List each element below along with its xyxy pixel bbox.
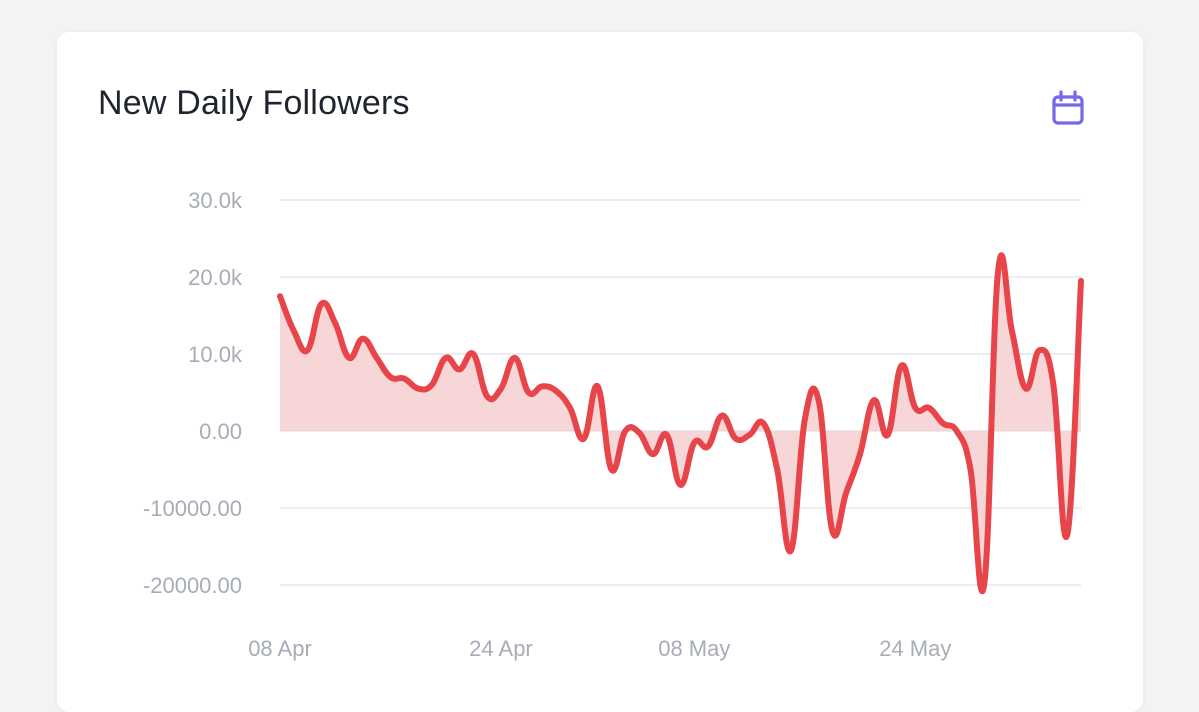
followers-chart: 30.0k 20.0k 10.0k 0.00 -10000.00 -20000.00 08… xyxy=(143,188,1084,661)
data-point xyxy=(595,383,601,389)
data-point xyxy=(774,467,780,473)
x-tick-label: 24 Apr xyxy=(469,636,533,661)
data-point xyxy=(346,355,352,361)
x-tick-label: 08 May xyxy=(658,636,730,661)
data-point xyxy=(332,320,338,326)
x-tick-label: 08 Apr xyxy=(248,636,312,661)
data-point xyxy=(1064,532,1070,538)
data-point xyxy=(1023,386,1029,392)
data-point xyxy=(871,397,877,403)
data-point xyxy=(788,547,794,553)
data-point xyxy=(733,436,739,442)
x-tick-label: 24 May xyxy=(879,636,951,661)
data-point xyxy=(1037,347,1043,353)
data-point xyxy=(360,336,366,342)
data-point xyxy=(457,366,463,372)
data-point xyxy=(843,490,849,496)
data-point xyxy=(912,405,918,411)
data-point xyxy=(1009,328,1015,334)
data-point xyxy=(760,420,766,426)
data-point xyxy=(443,355,449,361)
data-point xyxy=(802,416,808,422)
data-point xyxy=(622,428,628,434)
data-point xyxy=(581,436,587,442)
data-point xyxy=(898,363,904,369)
data-point xyxy=(567,405,573,411)
data-point xyxy=(650,451,656,457)
data-point xyxy=(498,386,504,392)
data-point xyxy=(636,430,642,436)
data-point xyxy=(539,383,545,389)
data-point xyxy=(1050,382,1056,388)
data-point xyxy=(719,413,725,419)
data-point xyxy=(387,374,393,380)
y-tick-label: 30.0k xyxy=(188,188,243,213)
data-point xyxy=(470,351,476,357)
data-point xyxy=(512,355,518,361)
data-point xyxy=(291,328,297,334)
y-tick-label: -10000.00 xyxy=(143,496,242,521)
data-point xyxy=(885,432,891,438)
y-tick-label: 10.0k xyxy=(188,342,243,367)
data-point xyxy=(318,301,324,307)
data-point xyxy=(940,420,946,426)
data-point xyxy=(664,432,670,438)
data-point xyxy=(691,440,697,446)
y-tick-label: -20000.00 xyxy=(143,573,242,598)
data-point xyxy=(968,467,974,473)
data-point xyxy=(816,397,822,403)
series-area xyxy=(280,255,1081,592)
data-point xyxy=(1078,278,1084,284)
data-point xyxy=(415,386,421,392)
data-point xyxy=(305,347,311,353)
data-point xyxy=(484,393,490,399)
series-line xyxy=(277,252,1084,595)
calendar-icon[interactable] xyxy=(1048,88,1088,128)
y-tick-label: 0.00 xyxy=(199,419,242,444)
data-point xyxy=(401,376,407,382)
chart-title: New Daily Followers xyxy=(98,84,410,122)
y-tick-label: 20.0k xyxy=(188,265,243,290)
data-point xyxy=(374,355,380,361)
data-point xyxy=(747,432,753,438)
data-point xyxy=(995,268,1001,274)
data-point xyxy=(954,428,960,434)
data-point xyxy=(678,482,684,488)
data-point xyxy=(829,528,835,534)
data-point xyxy=(553,388,559,394)
data-point xyxy=(429,382,435,388)
data-point xyxy=(277,293,283,299)
data-point xyxy=(705,443,711,449)
data-point xyxy=(608,467,614,473)
data-point xyxy=(926,405,932,411)
data-point xyxy=(857,451,863,457)
data-point xyxy=(526,390,532,396)
followers-card: New Daily Followers xyxy=(57,32,1143,712)
data-point xyxy=(981,580,987,586)
